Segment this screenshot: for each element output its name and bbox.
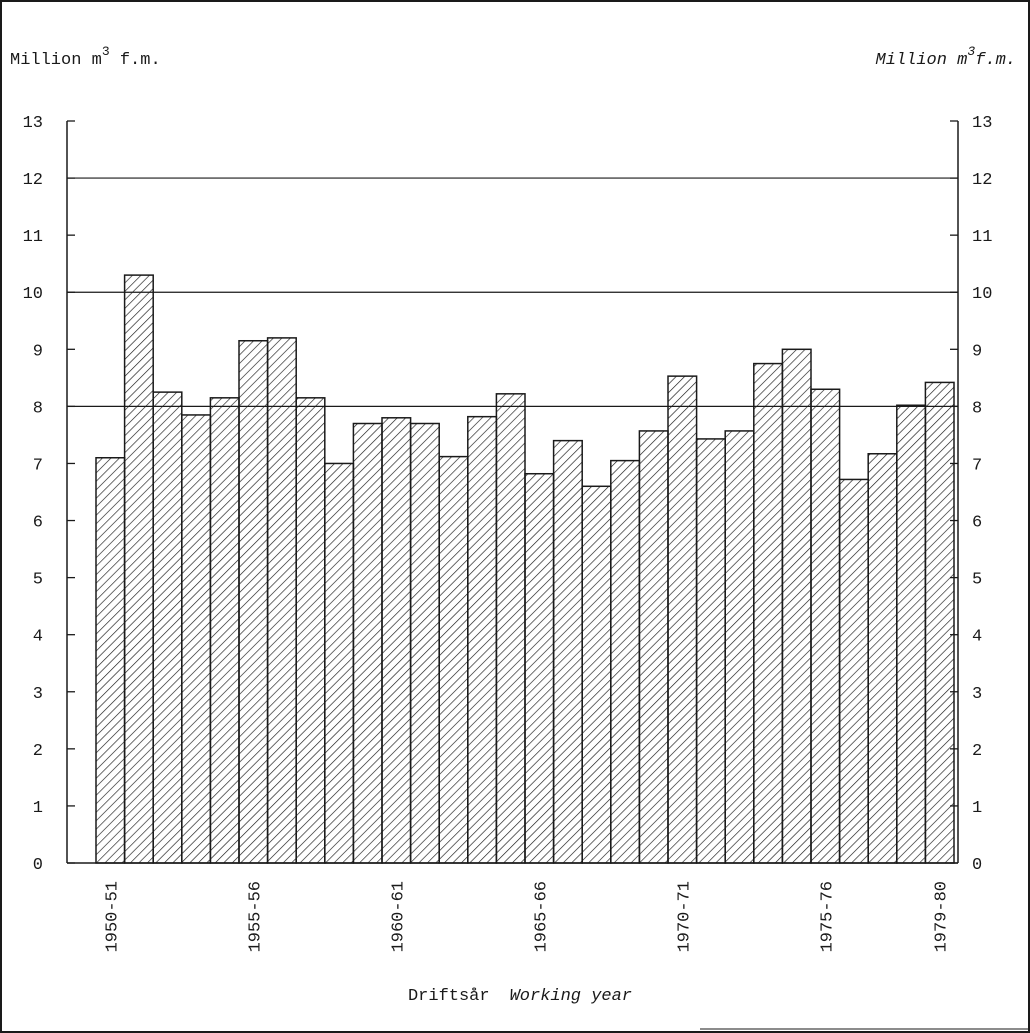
x-tick-label: 1970-71 bbox=[675, 881, 694, 952]
y-tick-label-right: 1 bbox=[972, 799, 982, 818]
y-tick-label-right: 9 bbox=[972, 342, 982, 361]
x-ticks: 1950-51 1955-56 1960-61 1965-66 1970-71 1975-… bbox=[103, 881, 951, 952]
bar-1966-67 bbox=[552, 439, 583, 864]
bar-1955-56 bbox=[238, 339, 269, 864]
y-tick-label-left: 0 bbox=[33, 856, 43, 875]
y-axis-label-left: Million m3 f.m. bbox=[10, 44, 161, 70]
y-tick-label-left: 2 bbox=[33, 742, 43, 761]
y-tick-label-left: 12 bbox=[23, 171, 43, 190]
bar-1963-64 bbox=[467, 415, 498, 864]
bar-1956-57 bbox=[266, 337, 297, 864]
bar-1962-63 bbox=[438, 455, 469, 864]
bar-1954-55 bbox=[209, 397, 240, 864]
bar-1967-68 bbox=[581, 485, 612, 864]
y-tick-label-right: 0 bbox=[972, 856, 982, 875]
y-tick-label-left: 5 bbox=[33, 571, 43, 590]
bar-1964-65 bbox=[495, 393, 526, 864]
y-tick-label-right: 4 bbox=[972, 628, 982, 647]
x-axis-label-primary: Driftsår bbox=[408, 987, 490, 1006]
y-tick-label-left: 1 bbox=[33, 799, 43, 818]
bar-1971-72 bbox=[695, 438, 726, 864]
y-tick-label-right: 11 bbox=[972, 228, 992, 247]
y-tick-label-right: 12 bbox=[972, 171, 992, 190]
bar-1978-79 bbox=[896, 404, 927, 864]
bar-1958-59 bbox=[324, 462, 355, 864]
y-tick-label-left: 6 bbox=[33, 514, 43, 533]
bar-1960-61 bbox=[381, 417, 412, 864]
y-tick-label-left: 9 bbox=[33, 342, 43, 361]
bar-1952-53 bbox=[152, 391, 183, 864]
bar-1965-66 bbox=[524, 472, 555, 864]
bar-1969-70 bbox=[638, 430, 669, 864]
x-tick-label: 1955-56 bbox=[246, 881, 265, 952]
x-axis-label: Driftsår Working year bbox=[408, 987, 632, 1006]
x-tick-label: 1950-51 bbox=[103, 881, 122, 952]
bar-1976-77 bbox=[838, 478, 869, 864]
bar-1977-78 bbox=[867, 453, 898, 864]
bar-1951-52 bbox=[123, 274, 154, 864]
x-tick-label: 1965-66 bbox=[532, 881, 551, 952]
bar-1974-75 bbox=[781, 348, 812, 864]
gridlines bbox=[67, 177, 958, 407]
bar-1973-74 bbox=[753, 362, 784, 864]
y-tick-label-left: 7 bbox=[33, 456, 43, 475]
x-axis-label-secondary: Working year bbox=[510, 987, 632, 1006]
y-axis-label-right: Million m3f.m. bbox=[876, 44, 1016, 70]
bars bbox=[95, 274, 955, 864]
bar-1972-73 bbox=[724, 430, 755, 864]
bar-1961-62 bbox=[409, 422, 440, 864]
bar-1970-71 bbox=[667, 375, 698, 864]
x-tick-label: 1979-80 bbox=[933, 881, 952, 952]
y-tick-label-right: 3 bbox=[972, 685, 982, 704]
bar-1953-54 bbox=[181, 414, 212, 864]
y-tick-label-right: 7 bbox=[972, 456, 982, 475]
y-tick-label-right: 2 bbox=[972, 742, 982, 761]
x-tick-label: 1975-76 bbox=[818, 881, 837, 952]
bar-1979-80 bbox=[924, 381, 955, 864]
x-tick-label: 1960-61 bbox=[389, 881, 408, 952]
y-tick-label-left: 13 bbox=[23, 114, 43, 133]
y-tick-label-left: 3 bbox=[33, 685, 43, 704]
y-tick-label-right: 5 bbox=[972, 571, 982, 590]
y-tick-label-right: 13 bbox=[972, 114, 992, 133]
bar-1957-58 bbox=[295, 397, 326, 864]
y-tick-label-left: 11 bbox=[23, 228, 43, 247]
bar-1975-76 bbox=[810, 388, 841, 864]
bar-1950-51 bbox=[95, 457, 126, 864]
y-tick-label-right: 6 bbox=[972, 514, 982, 533]
bar-1968-69 bbox=[610, 459, 641, 864]
y-tick-label-left: 8 bbox=[33, 399, 43, 418]
y-tick-label-left: 4 bbox=[33, 628, 43, 647]
y-tick-label-right: 10 bbox=[972, 285, 992, 304]
bar-1959-60 bbox=[352, 422, 383, 864]
axes bbox=[66, 121, 959, 864]
y-tick-label-right: 8 bbox=[972, 399, 982, 418]
y-tick-label-left: 10 bbox=[23, 285, 43, 304]
